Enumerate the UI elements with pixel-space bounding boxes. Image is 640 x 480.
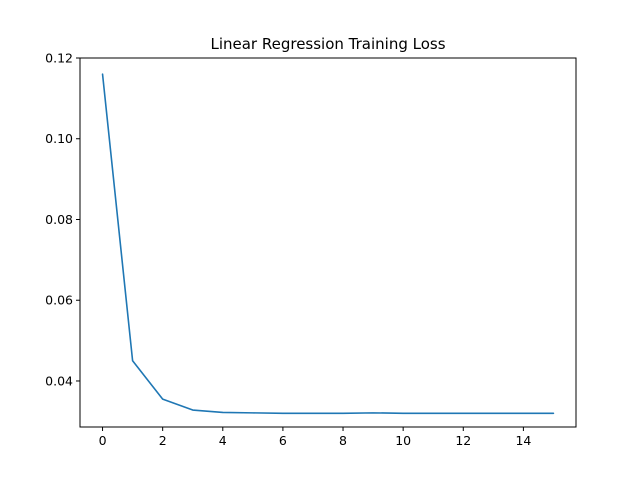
loss-data-point	[493, 412, 495, 414]
plot-frame	[79, 57, 577, 428]
loss-data-point	[222, 412, 224, 414]
loss-data-point	[462, 412, 464, 414]
x-axis: 0 2 4 6 8 10 12 14	[99, 427, 531, 448]
x-tick-label: 6	[279, 433, 287, 448]
loss-data-point	[553, 412, 555, 414]
loss-data-point	[162, 398, 164, 400]
x-tick-label: 10	[395, 433, 411, 448]
plot-area	[101, 73, 555, 415]
loss-data-point	[432, 412, 434, 414]
loss-data-point	[402, 412, 404, 414]
x-tick-label: 14	[515, 433, 531, 448]
x-tick-label: 12	[455, 433, 471, 448]
y-tick-label: 0.06	[45, 293, 73, 308]
y-axis: 0.04 0.06 0.08 0.10 0.12	[45, 51, 80, 388]
y-tick-label: 0.08	[45, 212, 73, 227]
x-tick-label: 0	[99, 433, 107, 448]
loss-series-line	[101, 73, 555, 415]
loss-data-point	[312, 412, 314, 414]
x-tick-label: 2	[159, 433, 167, 448]
loss-data-point	[523, 412, 525, 414]
chart-title: Linear Regression Training Loss	[210, 35, 445, 53]
loss-data-point	[372, 412, 374, 414]
y-tick-label: 0.12	[45, 51, 73, 66]
loss-data-point	[192, 409, 194, 411]
loss-data-point	[282, 412, 284, 414]
loss-data-point	[102, 73, 104, 75]
loss-data-point	[132, 360, 134, 362]
x-tick-label: 4	[219, 433, 227, 448]
y-tick-label: 0.04	[45, 373, 73, 388]
y-tick-label: 0.10	[45, 131, 73, 146]
loss-data-point	[252, 412, 254, 414]
loss-data-point	[342, 412, 344, 414]
x-tick-label: 8	[339, 433, 347, 448]
